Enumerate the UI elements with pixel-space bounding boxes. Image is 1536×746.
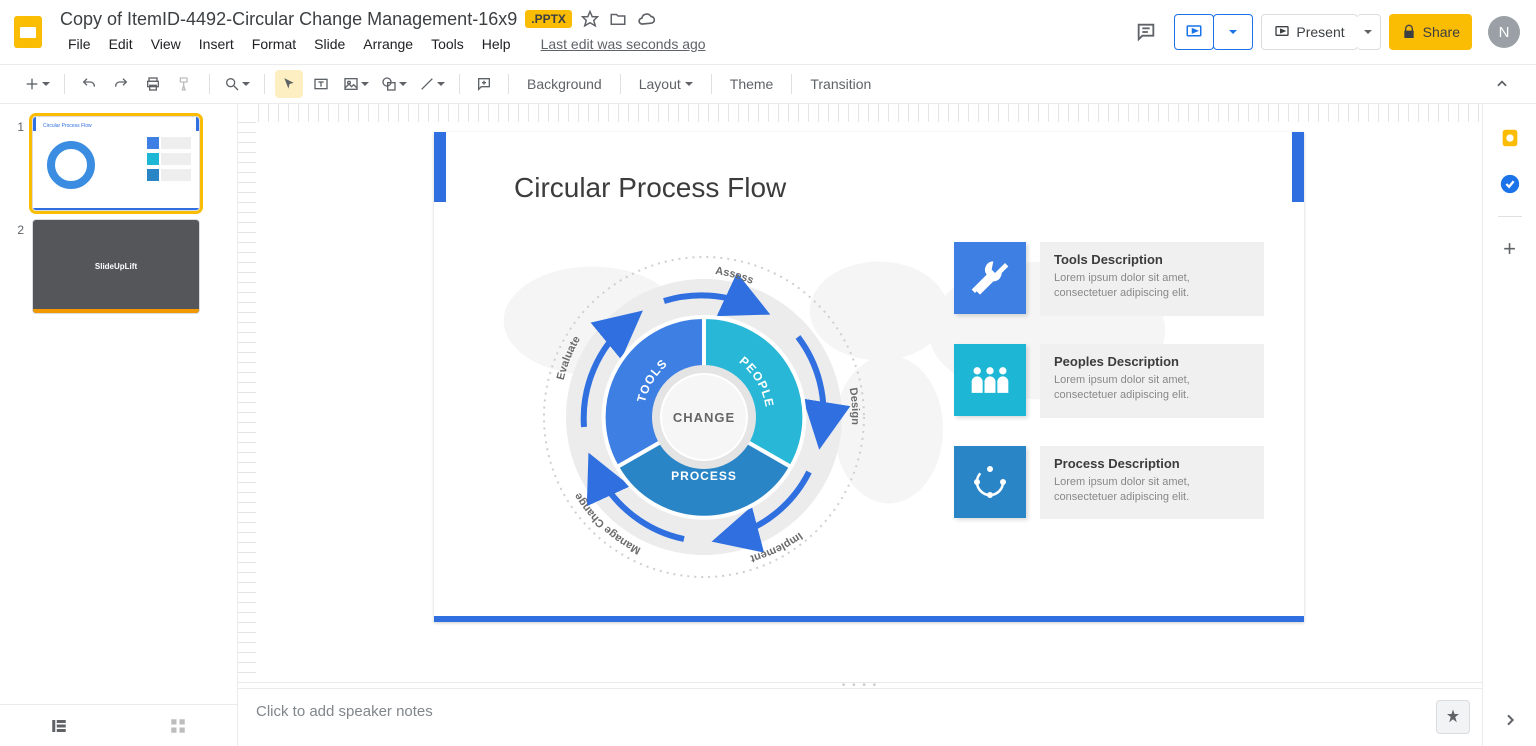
slide-canvas[interactable]: Circular Process Flow bbox=[434, 132, 1304, 622]
slide-thumb-1[interactable]: Circular Process Flow bbox=[32, 116, 200, 211]
new-slide-button[interactable] bbox=[20, 70, 54, 98]
menu-slide[interactable]: Slide bbox=[306, 32, 353, 56]
line-tool[interactable] bbox=[415, 70, 449, 98]
menu-insert[interactable]: Insert bbox=[191, 32, 242, 56]
star-icon[interactable] bbox=[580, 9, 600, 29]
cloud-status-icon[interactable] bbox=[636, 9, 656, 29]
card-process[interactable]: Process Description Lorem ipsum dolor sit… bbox=[954, 446, 1264, 520]
thumb-number: 1 bbox=[12, 116, 24, 134]
accent-bar bbox=[434, 132, 446, 202]
collapse-toolbar-button[interactable] bbox=[1488, 70, 1516, 98]
redo-button[interactable] bbox=[107, 70, 135, 98]
workspace: 1 Circular Process Flow 2 SlideUpLift bbox=[0, 104, 1536, 746]
print-button[interactable] bbox=[139, 70, 167, 98]
zoom-button[interactable] bbox=[220, 70, 254, 98]
titlebar: Copy of ItemID-4492-Circular Change Mana… bbox=[0, 0, 1536, 64]
textbox-tool[interactable] bbox=[307, 70, 335, 98]
card-people[interactable]: Peoples Description Lorem ipsum dolor sit… bbox=[954, 344, 1264, 418]
accent-bar bbox=[1292, 132, 1304, 202]
menu-help[interactable]: Help bbox=[474, 32, 519, 56]
present-label: Present bbox=[1296, 24, 1344, 40]
ruler-vertical bbox=[238, 122, 256, 682]
transition-button[interactable]: Transition bbox=[802, 76, 879, 92]
card-title: Tools Description bbox=[1054, 252, 1250, 267]
thumb-number: 2 bbox=[12, 219, 24, 237]
move-icon[interactable] bbox=[608, 9, 628, 29]
layout-button[interactable]: Layout bbox=[631, 76, 701, 92]
card-title: Process Description bbox=[1054, 456, 1250, 471]
pptx-badge: .PPTX bbox=[525, 10, 572, 28]
last-edit-link[interactable]: Last edit was seconds ago bbox=[533, 32, 714, 56]
card-title: Peoples Description bbox=[1054, 354, 1250, 369]
slideshow-button[interactable] bbox=[1174, 14, 1214, 50]
filmstrip-view-icon[interactable] bbox=[45, 712, 73, 740]
description-cards: Tools Description Lorem ipsum dolor sit a… bbox=[954, 242, 1264, 519]
card-text: Lorem ipsum dolor sit amet, consectetuer… bbox=[1054, 475, 1250, 506]
image-tool[interactable] bbox=[339, 70, 373, 98]
menu-edit[interactable]: Edit bbox=[101, 32, 141, 56]
add-addon-button[interactable]: + bbox=[1496, 235, 1524, 263]
present-button[interactable]: Present bbox=[1261, 14, 1357, 50]
tasks-icon[interactable] bbox=[1496, 170, 1524, 198]
menu-file[interactable]: File bbox=[60, 32, 99, 56]
menu-arrange[interactable]: Arrange bbox=[355, 32, 421, 56]
filmstrip-footer bbox=[0, 704, 237, 746]
accent-bar bbox=[434, 616, 1304, 622]
keep-icon[interactable] bbox=[1496, 124, 1524, 152]
share-label: Share bbox=[1423, 24, 1460, 40]
card-text: Lorem ipsum dolor sit amet, consectetuer… bbox=[1054, 373, 1250, 404]
hide-sidepanel-button[interactable] bbox=[1496, 706, 1524, 734]
grid-view-icon[interactable] bbox=[164, 712, 192, 740]
theme-button[interactable]: Theme bbox=[722, 76, 782, 92]
slides-logo[interactable] bbox=[8, 12, 48, 52]
ruler-horizontal bbox=[258, 104, 1482, 122]
comment-insert-button[interactable] bbox=[470, 70, 498, 98]
slide-thumb-2[interactable]: SlideUpLift bbox=[32, 219, 200, 314]
explore-button[interactable] bbox=[1436, 700, 1470, 734]
comments-button[interactable] bbox=[1126, 14, 1166, 50]
paint-format-button[interactable] bbox=[171, 70, 199, 98]
card-text: Lorem ipsum dolor sit amet, consectetuer… bbox=[1054, 271, 1250, 302]
filmstrip: 1 Circular Process Flow 2 SlideUpLift bbox=[0, 104, 238, 746]
people-icon bbox=[954, 344, 1026, 416]
select-tool[interactable] bbox=[275, 70, 303, 98]
speaker-notes[interactable]: Click to add speaker notes bbox=[238, 688, 1482, 746]
menu-tools[interactable]: Tools bbox=[423, 32, 472, 56]
account-avatar[interactable]: N bbox=[1488, 16, 1520, 48]
share-button[interactable]: Share bbox=[1389, 14, 1472, 50]
menu-bar: File Edit View Insert Format Slide Arran… bbox=[60, 32, 714, 56]
svg-text:Design: Design bbox=[847, 387, 861, 426]
svg-text:CHANGE: CHANGE bbox=[673, 410, 735, 425]
process-icon bbox=[954, 446, 1026, 518]
shape-tool[interactable] bbox=[377, 70, 411, 98]
menu-format[interactable]: Format bbox=[244, 32, 304, 56]
side-panel-rail: + bbox=[1482, 104, 1536, 746]
card-tools[interactable]: Tools Description Lorem ipsum dolor sit a… bbox=[954, 242, 1264, 316]
toolbar: Background Layout Theme Transition bbox=[0, 64, 1536, 104]
canvas-column: Circular Process Flow bbox=[238, 104, 1482, 746]
background-button[interactable]: Background bbox=[519, 76, 610, 92]
menu-view[interactable]: View bbox=[143, 32, 189, 56]
circular-diagram[interactable]: Assess Design Implement Manage Change Ev… bbox=[534, 247, 874, 587]
slide-title[interactable]: Circular Process Flow bbox=[514, 172, 786, 204]
svg-text:PROCESS: PROCESS bbox=[671, 469, 737, 483]
present-dropdown[interactable] bbox=[1357, 14, 1381, 50]
undo-button[interactable] bbox=[75, 70, 103, 98]
slideshow-dropdown[interactable] bbox=[1213, 14, 1253, 50]
tools-icon bbox=[954, 242, 1026, 314]
doc-title[interactable]: Copy of ItemID-4492-Circular Change Mana… bbox=[60, 9, 517, 30]
